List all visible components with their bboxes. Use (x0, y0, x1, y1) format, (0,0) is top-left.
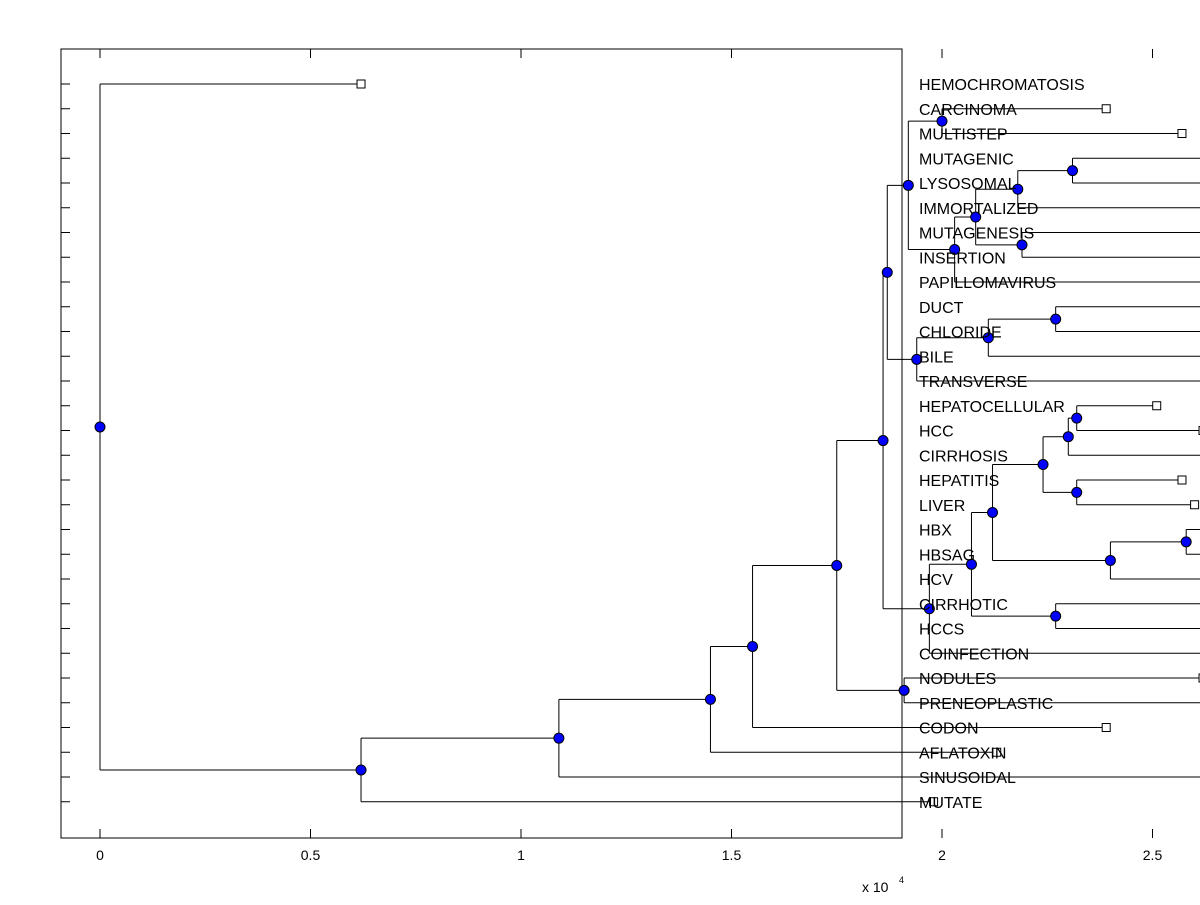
leaf-label: HEPATOCELLULAR (919, 399, 1065, 416)
leaf-marker (1177, 129, 1187, 138)
merge-node (1062, 431, 1074, 443)
leaf-label: HEPATITIS (919, 473, 999, 490)
x-tick-label: 1 (517, 847, 525, 863)
dendrogram-links (99, 83, 1200, 803)
merge-node (911, 353, 923, 365)
merge-node (987, 506, 999, 518)
leaf-label: BILE (919, 349, 954, 366)
merge-node (902, 179, 914, 191)
leaf-label: PRENEOPLASTIC (919, 696, 1053, 713)
leaf-label: IMMORTALIZED (919, 201, 1038, 218)
x-tick-label: 0.5 (301, 847, 321, 863)
leaf-label: SINUSOIDAL (919, 770, 1016, 787)
merge-node (898, 684, 910, 696)
leaf-label: AFLATOXIN (919, 745, 1006, 762)
leaf-label: CIRRHOTIC (919, 597, 1008, 614)
leaf-label: MULTISTEP (919, 127, 1008, 144)
merge-node (94, 421, 106, 433)
leaf-label: HCV (919, 572, 953, 589)
leaf-label: COINFECTION (919, 646, 1029, 663)
merge-node (1016, 239, 1028, 251)
leaf-label: LIVER (919, 498, 965, 515)
leaf-label: CARCINOMA (919, 102, 1017, 119)
leaf-label: HCCS (919, 622, 964, 639)
leaf-label: MUTAGENIC (919, 151, 1014, 168)
x-tick-label: 2 (938, 847, 946, 863)
merge-node (1071, 486, 1083, 498)
y-ticks (61, 83, 70, 803)
merge-node (982, 332, 994, 344)
leaf-markers (356, 79, 1200, 807)
merge-node (881, 266, 893, 278)
merge-node (1012, 183, 1024, 195)
merge-node (877, 435, 889, 447)
leaf-marker (1190, 500, 1200, 510)
merge-node (1037, 459, 1049, 471)
leaf-marker (356, 79, 366, 89)
leaf-label: LYSOSOMAL (919, 176, 1017, 193)
merge-node (970, 211, 982, 223)
leaf-marker (1177, 475, 1187, 485)
leaf-label: MUTAGENESIS (919, 226, 1034, 243)
merge-node (1180, 536, 1192, 548)
merge-node (553, 732, 565, 744)
x-multiplier-label: x 10 (862, 879, 889, 895)
leaf-marker (1152, 401, 1162, 411)
leaf-labels: HEMOCHROMATOSIS CARCINOMA MULTISTEP MUTAGEN… (919, 77, 1085, 812)
leaf-label: NODULES (919, 671, 996, 688)
leaf-label: HBX (919, 523, 952, 540)
merge-node (831, 559, 843, 571)
leaf-label: INSERTION (919, 250, 1006, 267)
plot-area-frame (60, 48, 903, 839)
leaf-label: MUTATE (919, 795, 982, 812)
merge-node (1104, 554, 1116, 566)
leaf-label: HCC (919, 424, 954, 441)
leaf-label: DUCT (919, 300, 964, 317)
merge-node (1071, 412, 1083, 424)
leaf-label: PAPILLOMAVIRUS (919, 275, 1056, 292)
x-tick-label: 2.5 (1143, 847, 1163, 863)
merge-node-markers (94, 115, 1192, 776)
leaf-label: CIRRHOSIS (919, 448, 1008, 465)
leaf-label: HEMOCHROMATOSIS (919, 77, 1085, 94)
leaf-marker (1101, 104, 1111, 114)
leaf-marker (929, 797, 939, 807)
merge-node (704, 693, 716, 705)
merge-node (747, 640, 759, 652)
merge-node (355, 764, 367, 776)
merge-node (965, 558, 977, 570)
leaf-label: TRANSVERSE (919, 374, 1027, 391)
x-tick-label: 1.5 (722, 847, 742, 863)
merge-node (1067, 165, 1079, 177)
merge-node (949, 244, 961, 256)
merge-node (1050, 313, 1062, 325)
merge-node (1050, 610, 1062, 622)
merge-node (936, 115, 948, 127)
merge-node (923, 603, 935, 615)
x-tick-label: 0 (96, 847, 104, 863)
leaf-marker (992, 747, 1002, 757)
leaf-marker (1101, 723, 1111, 732)
x-axis-ticks: 00.511.522.533.5 (96, 49, 1163, 863)
leaf-label: CHLORIDE (919, 325, 1002, 342)
leaf-label: HBSAG (919, 547, 975, 564)
x-multiplier-exponent: 4 (899, 875, 904, 885)
leaf-label: CODON (919, 721, 979, 738)
